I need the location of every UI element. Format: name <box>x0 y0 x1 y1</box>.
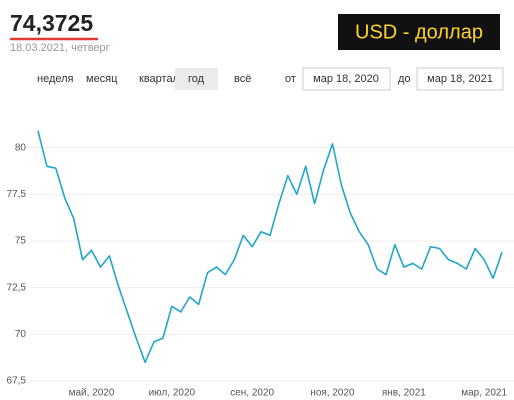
x-tick-label: июл, 2020 <box>149 388 196 399</box>
x-tick-label: янв, 2021 <box>382 388 426 399</box>
to-input[interactable] <box>416 67 504 91</box>
y-tick-label: 70 <box>15 329 27 340</box>
period-tab[interactable]: неделя <box>37 73 74 85</box>
y-tick-label: 75 <box>15 236 27 247</box>
period-tab[interactable]: месяц <box>86 73 118 85</box>
badge-text: USD - доллар <box>355 21 483 43</box>
rate-line <box>37 130 503 364</box>
y-tick-label: 67,5 <box>7 376 27 387</box>
y-tick-label: 77,5 <box>7 189 27 200</box>
x-tick-label: мар, 2021 <box>461 388 507 399</box>
rate-value: 74,3725 <box>10 10 93 36</box>
y-tick-label: 72,5 <box>7 282 27 293</box>
period-tab[interactable]: квартал <box>139 73 179 85</box>
period-tab[interactable]: год <box>188 73 205 85</box>
tab-selected-bg <box>175 68 218 90</box>
x-tick-label: ноя, 2020 <box>310 388 355 399</box>
rate-date: 18.03.2021, четверг <box>10 42 110 54</box>
x-tick-label: сен, 2020 <box>230 388 274 399</box>
to-label: до <box>398 73 411 85</box>
y-tick-label: 80 <box>15 142 27 153</box>
to-value[interactable]: мар 18, 2021 <box>427 73 493 85</box>
badge <box>338 14 500 50</box>
from-label: от <box>285 73 296 85</box>
period-tab[interactable]: всё <box>234 73 251 85</box>
x-tick-label: май, 2020 <box>69 388 115 399</box>
from-input[interactable] <box>302 67 391 91</box>
from-value[interactable]: мар 18, 2020 <box>313 73 379 85</box>
